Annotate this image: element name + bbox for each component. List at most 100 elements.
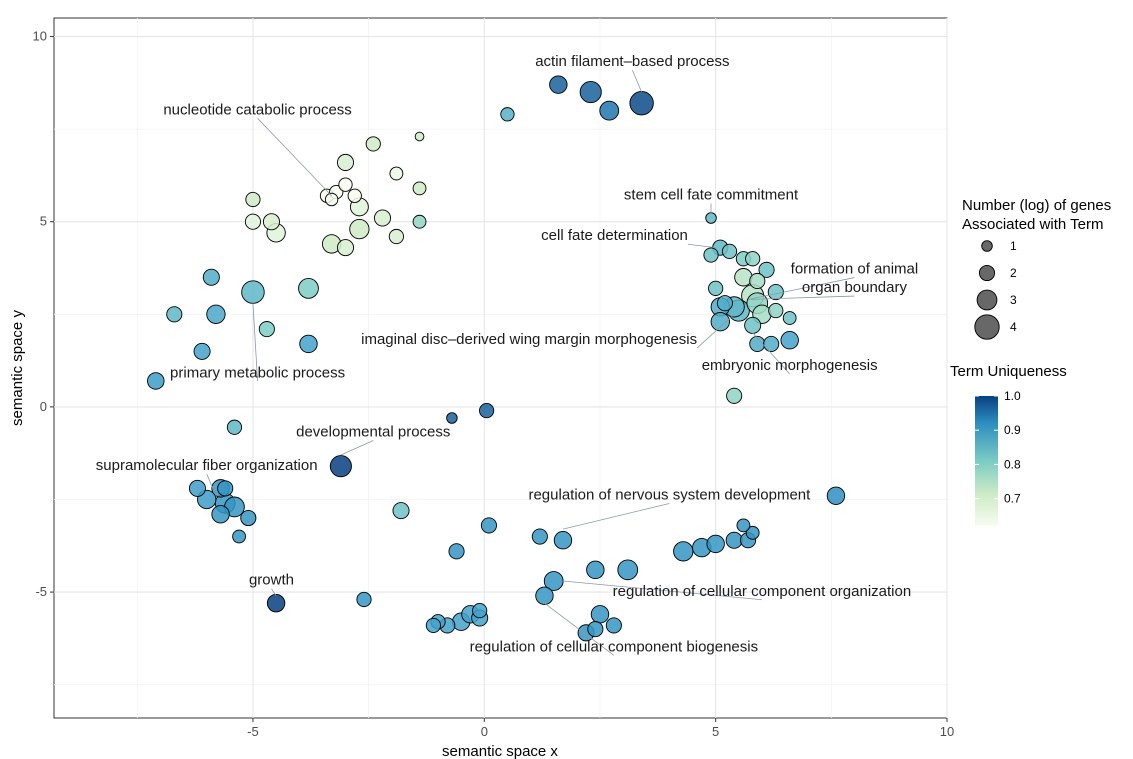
size-legend-label: 4 xyxy=(1010,320,1017,334)
scatter-point xyxy=(206,304,226,324)
scatter-point xyxy=(734,268,753,287)
scatter-point xyxy=(412,181,427,196)
scatter-point xyxy=(392,502,410,520)
scatter-point xyxy=(736,518,751,533)
scatter-point xyxy=(725,531,743,549)
size-legend-title-line2: Associated with Term xyxy=(962,216,1103,233)
scatter-point xyxy=(590,605,610,624)
scatter-point xyxy=(703,247,719,263)
scatter-point xyxy=(241,280,265,304)
annotation-leader-line xyxy=(687,243,716,249)
scatter-point xyxy=(706,534,725,554)
scatter-point xyxy=(708,280,724,296)
scatter-point xyxy=(258,321,275,338)
size-legend-circle xyxy=(978,264,996,282)
scatter-point xyxy=(826,486,846,505)
scatter-point xyxy=(245,191,261,208)
color-legend-title: Term Uniqueness xyxy=(950,363,1067,380)
scatter-point xyxy=(329,455,352,478)
color-legend-label: 0.7 xyxy=(1004,492,1021,506)
y-tick-label: 5 xyxy=(40,214,47,229)
x-tick-label: 5 xyxy=(712,724,719,739)
grid-lines xyxy=(54,18,948,718)
scatter-point xyxy=(745,251,761,267)
annotation-label: regulation of nervous system development xyxy=(528,486,811,503)
size-legend-label: 1 xyxy=(1010,239,1017,253)
size-legend: Number (log) of genes Associated with Te… xyxy=(962,197,1111,340)
scatter-point xyxy=(500,107,515,122)
annotation-label: growth xyxy=(249,572,294,589)
annotation-label: nucleotide catabolic process xyxy=(163,101,351,118)
annotation-leader-line xyxy=(631,69,642,93)
size-legend-label: 3 xyxy=(1010,293,1017,307)
scatter-point xyxy=(425,617,441,633)
scatter-point xyxy=(299,334,318,354)
scatter-point xyxy=(745,525,760,540)
color-legend-label: 0.8 xyxy=(1004,457,1021,471)
size-legend-circle xyxy=(976,289,998,311)
scatter-point xyxy=(599,100,620,121)
color-legend-label: 0.9 xyxy=(1004,423,1021,437)
annotation-label: stem cell fate commitment xyxy=(624,186,799,203)
scatter-point xyxy=(336,239,355,257)
scatter-point xyxy=(166,306,183,323)
size-legend-title-line1: Number (log) of genes xyxy=(962,197,1111,214)
scatter-point xyxy=(217,480,234,497)
annotation-label: supramolecular fiber organization xyxy=(96,457,318,474)
annotation-label: embryonic morphogenesis xyxy=(702,357,878,374)
scatter-point xyxy=(531,528,548,545)
scatter-point xyxy=(336,153,355,171)
x-axis-title: semantic space x xyxy=(442,743,558,759)
x-tick-label: -5 xyxy=(247,724,259,739)
scatter-point xyxy=(744,316,762,334)
scatter-point xyxy=(349,218,370,240)
annotation-leader-line xyxy=(257,118,332,197)
annotation-label: formation of animal xyxy=(791,261,919,278)
size-legend-circle xyxy=(981,240,993,252)
y-tick-label: 0 xyxy=(40,399,47,414)
scatter-point xyxy=(193,342,211,360)
annotation-label: organ boundary xyxy=(802,279,908,296)
scatter-point xyxy=(365,136,381,152)
scatter-point xyxy=(726,387,743,404)
color-legend-bar xyxy=(975,396,998,526)
annotation-leader-line xyxy=(748,295,855,300)
scatter-point xyxy=(202,268,220,286)
annotation-label: regulation of cellular component organiz… xyxy=(613,583,912,600)
scatter-point xyxy=(324,192,339,207)
color-legend: Term Uniqueness 1.0 0.9 0.8 0.7 xyxy=(950,363,1067,526)
y-tick-label: -5 xyxy=(35,584,47,599)
annotation-labels xyxy=(206,69,855,656)
scatter-point xyxy=(446,412,458,424)
annotation-leader-line xyxy=(696,314,735,349)
scatter-point xyxy=(721,243,738,259)
scatter-point xyxy=(414,131,425,142)
scatter-point xyxy=(480,517,497,534)
y-tick-label: 10 xyxy=(33,29,47,44)
scatter-point xyxy=(710,312,730,332)
annotation-label: cell fate determination xyxy=(541,227,688,244)
scatter-point xyxy=(356,591,372,608)
annotation-leader-line xyxy=(271,588,277,596)
scatter-point xyxy=(262,213,280,231)
scatter-point xyxy=(587,621,604,638)
scatter-point xyxy=(240,509,257,527)
annotation-label: imaginal disc–derived wing margin morpho… xyxy=(361,331,697,348)
scatter-point xyxy=(782,311,797,325)
scatter-point xyxy=(479,403,495,419)
scatter-point xyxy=(232,529,246,544)
annotation-leader-line xyxy=(562,580,762,601)
scatter-point xyxy=(549,75,568,94)
scatter-point xyxy=(226,419,243,435)
annotation-text-group: actin filament–based process nucleotide c… xyxy=(96,53,918,655)
scatter-point xyxy=(266,593,286,613)
annotation-leader-line xyxy=(252,303,258,382)
annotation-label: regulation of cellular component biogene… xyxy=(470,638,759,655)
size-legend-label: 2 xyxy=(1010,266,1017,280)
scatter-point xyxy=(553,531,573,550)
annotation-leader-line xyxy=(206,473,217,496)
scatter-point xyxy=(767,284,784,301)
scatter-point xyxy=(535,586,554,605)
scatter-point xyxy=(605,617,622,634)
